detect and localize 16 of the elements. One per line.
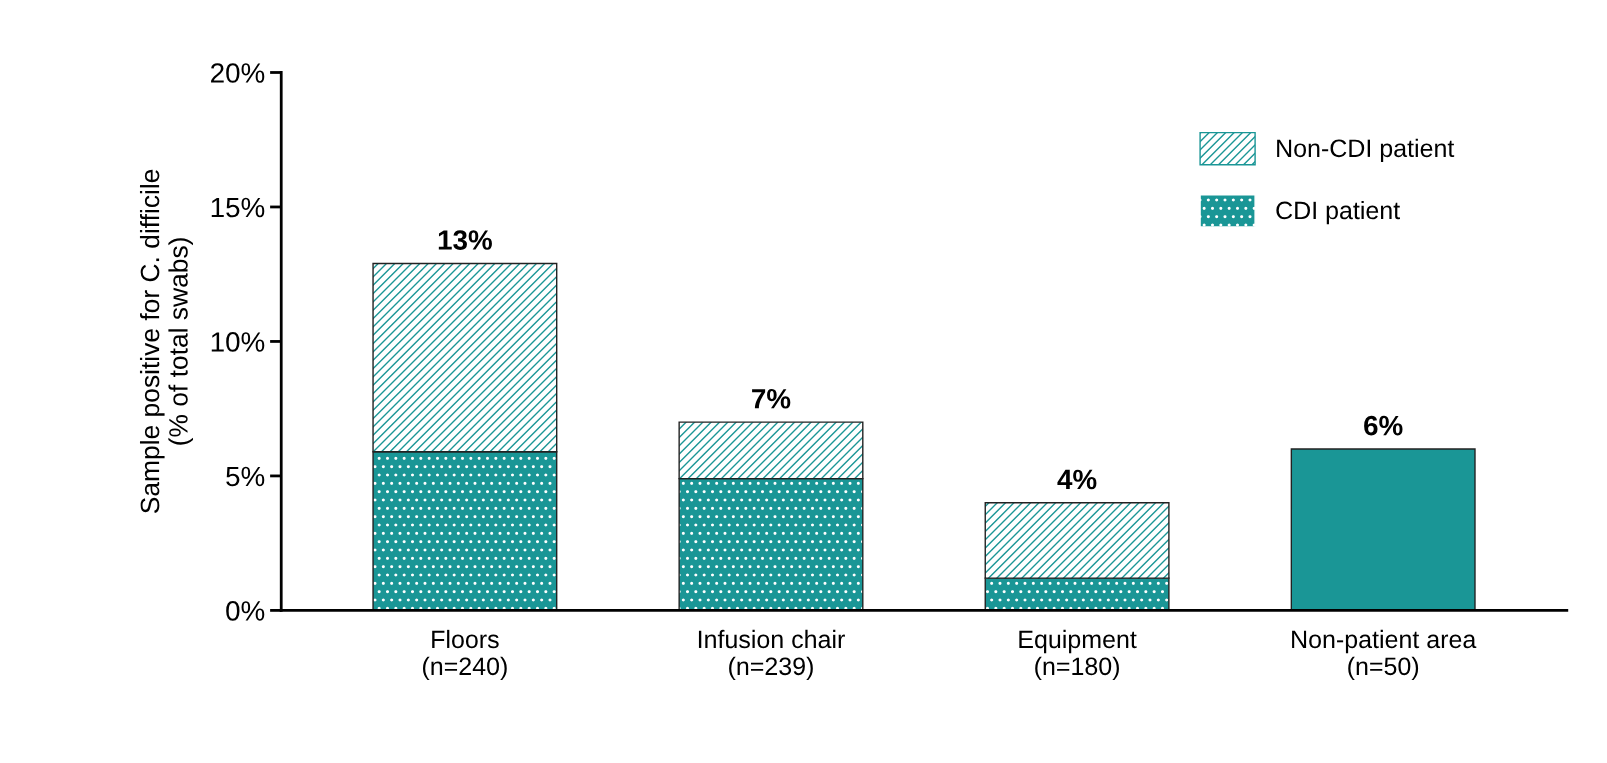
legend-label: Non-CDI patient (1277, 138, 1455, 163)
y-tick-label: 0% (226, 601, 265, 621)
y-tick-label: 20% (211, 63, 265, 83)
y-tick-label: 5% (226, 466, 265, 487)
x-tick-label: Equipment (n=180) (1019, 629, 1137, 681)
x-tick-label: Infusion chair (n=239) (698, 629, 845, 681)
total-label: 6% (1364, 415, 1403, 436)
total-label: 13% (438, 230, 492, 250)
x-tick-label: Floors (n=240) (423, 629, 507, 681)
x-tick-label: Non-patient area (n=50) (1292, 629, 1477, 681)
total-label: 4% (1057, 469, 1097, 490)
legend-label: CDI patient (1276, 200, 1400, 225)
y-tick-label: 10% (211, 332, 265, 352)
total-label: 7% (752, 388, 791, 409)
y-tick-label: 15% (211, 197, 265, 218)
y-axis-title: Sample positive for C. difficile (% of total swabs) (139, 169, 193, 514)
